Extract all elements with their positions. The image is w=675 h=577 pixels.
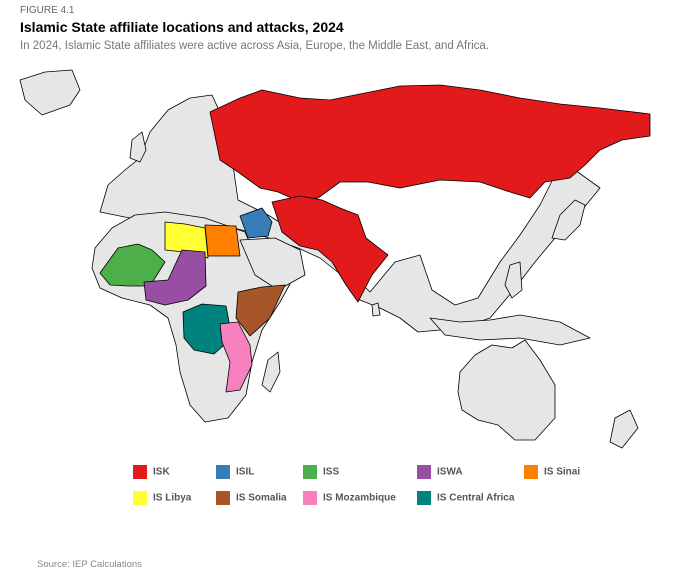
legend: ISK ISIL ISS ISWA IS Sinai IS Libya IS Somalia… [133,465,580,505]
source: Source: IEP Calculations [37,559,142,570]
legend-swatch [216,465,230,479]
legend-label: IS Somalia [236,493,287,504]
subtitle: In 2024, Islamic State affiliates were a… [20,40,489,52]
legend-label: IS Mozambique [323,493,396,504]
legend-swatch [417,491,431,505]
sinai-region [204,224,241,257]
legend-swatch [417,465,431,479]
philippines [504,261,523,299]
new-zealand [609,409,639,449]
legend-label: ISS [323,467,339,478]
uk [129,131,147,163]
legend-swatch [303,491,317,505]
legend-label: IS Sinai [544,467,580,478]
isk-region [271,195,389,303]
madagascar [261,351,281,393]
legend-label: ISIL [236,467,254,478]
legend-label: ISWA [437,467,463,478]
isil-region [239,207,273,239]
legend-label: IS Central Africa [437,493,515,504]
legend-swatch [133,491,147,505]
legend-swatch [524,465,538,479]
sri-lanka [371,302,381,317]
australia [457,339,556,441]
arabia [239,237,306,291]
somalia-region [235,284,286,337]
legend-swatch [133,465,147,479]
map [19,69,651,449]
japan [551,199,586,241]
greenland [19,69,81,116]
legend-label: ISK [153,467,170,478]
libya-region [164,221,209,259]
legend-swatch [303,465,317,479]
figure-label: FIGURE 4.1 [20,5,75,16]
iswa-region [143,249,207,306]
mozambique-region [219,321,253,393]
legend-swatch [216,491,230,505]
title: Islamic State affiliate locations and at… [20,19,344,35]
legend-label: IS Libya [153,493,192,504]
central-africa-region [182,303,233,355]
indonesia [429,314,591,346]
iss-region [99,243,166,287]
